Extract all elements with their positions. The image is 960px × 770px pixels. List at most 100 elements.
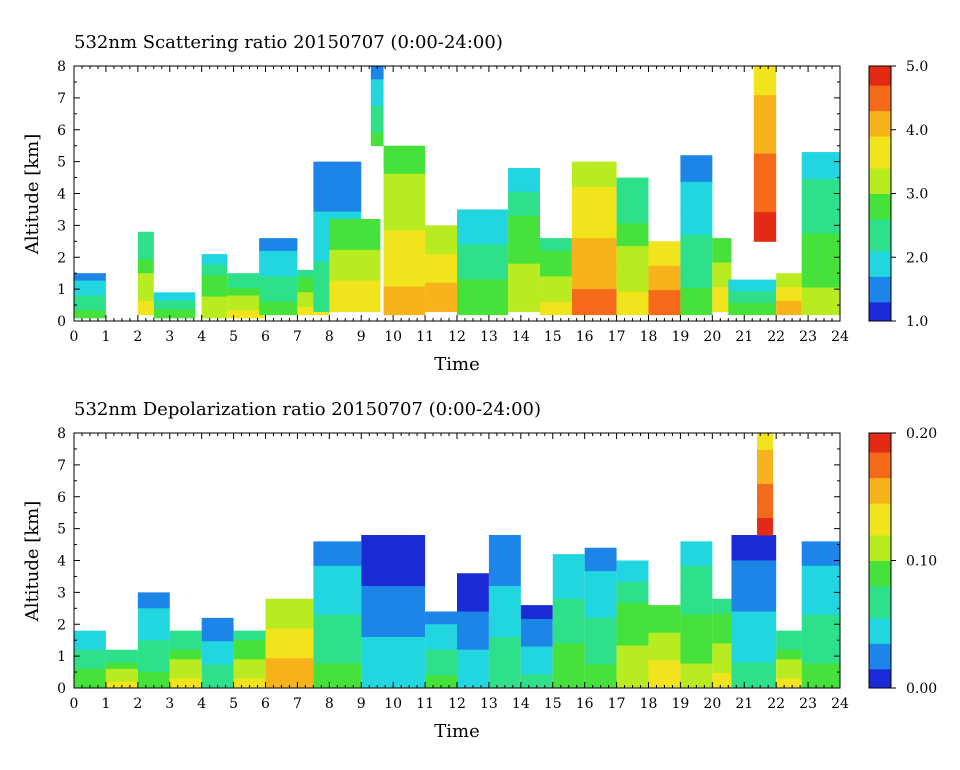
cloud-layer — [728, 279, 777, 316]
cloud-cell — [801, 565, 840, 591]
cloud-cell — [137, 231, 154, 247]
cloud-cell — [801, 287, 840, 316]
cloud-layer — [712, 598, 732, 689]
colorbar-cell — [869, 85, 891, 92]
cloud-cell — [552, 598, 585, 622]
cloud-cell — [753, 66, 777, 96]
cloud-cell — [137, 640, 170, 657]
cloud-cell — [539, 276, 572, 290]
cloud-cell — [370, 119, 384, 133]
colorbar-cell — [869, 681, 891, 689]
cloud-cell — [776, 640, 802, 651]
cloud-layer — [137, 592, 170, 689]
cloud-layer — [680, 541, 713, 689]
colorbar-cell — [869, 458, 891, 466]
y-axis-label: Altitude [km] — [22, 134, 43, 256]
colorbar-cell — [869, 225, 891, 233]
colorbar-cell — [869, 630, 891, 638]
cloud-cell — [74, 288, 106, 296]
colorbar: 1.0 2.0 3.0 4.0 5.0 — [868, 59, 928, 330]
colorbar-gradient — [869, 66, 891, 322]
cloud-cell — [74, 302, 106, 311]
cloud-cell — [571, 161, 617, 188]
cloud-cell — [488, 637, 521, 663]
heatmap-field — [74, 66, 840, 319]
cloud-cell — [539, 238, 572, 252]
cloud-cell — [712, 262, 732, 276]
x-tick-label: 5 — [229, 329, 238, 345]
x-tick-label: 2 — [133, 696, 142, 712]
cloud-cell — [648, 265, 681, 279]
cloud-cell — [313, 614, 362, 640]
cloud-layer — [571, 161, 617, 316]
x-tick-label: 12 — [448, 329, 466, 345]
cloud-cell — [457, 573, 489, 593]
cloud-cell — [712, 673, 732, 689]
cloud-cell — [584, 571, 617, 595]
x-tick-label: 21 — [735, 696, 753, 712]
y-tick-label: 6 — [57, 123, 66, 139]
cloud-cell — [74, 295, 106, 304]
x-tick-label: 13 — [480, 696, 498, 712]
cloud-cell — [616, 268, 649, 293]
cloud-cell — [712, 299, 732, 312]
cloud-layer — [201, 254, 228, 319]
cloud-layer — [74, 273, 106, 319]
cloud-cell — [265, 613, 314, 629]
colorbar-cell — [869, 547, 891, 555]
cloud-cell — [539, 263, 572, 277]
cloud-layer — [801, 541, 840, 689]
colorbar-cell — [869, 617, 891, 625]
cloud-layer — [259, 238, 298, 316]
cloud-cell — [153, 313, 196, 319]
colorbar-cell — [869, 471, 891, 479]
y-tick-label: 1 — [57, 649, 66, 665]
cloud-layer — [457, 209, 509, 316]
cloud-cell — [584, 547, 617, 572]
cloud-cell — [457, 297, 509, 316]
x-tick-label: 19 — [672, 329, 690, 345]
cloud-cell — [265, 598, 314, 615]
cloud-cell — [313, 663, 362, 689]
colorbar-gradient — [869, 433, 891, 689]
cloud-cell — [508, 287, 540, 312]
colorbar-cell — [869, 605, 891, 612]
colorbar-cell — [869, 66, 891, 73]
cloud-cell — [313, 590, 362, 616]
cloud-cell — [680, 639, 713, 665]
cloud-cell — [571, 187, 617, 214]
cloud-cell — [361, 611, 426, 638]
x-tick-label: 9 — [357, 329, 366, 345]
x-tick-label: 23 — [799, 329, 817, 345]
panel-depolarization-ratio: 532nm Depolarization ratio 20150707 (0:0… — [22, 399, 937, 742]
cloud-cell — [584, 664, 617, 689]
cloud-cell — [233, 630, 266, 641]
colorbar-cell — [869, 560, 891, 568]
cloud-layer — [227, 273, 266, 319]
colorbar-cell — [869, 257, 891, 265]
cloud-cell — [201, 307, 228, 319]
cloud-layer — [201, 617, 234, 689]
cloud-cell — [201, 254, 228, 266]
cloud-layer — [520, 605, 553, 689]
x-axis-ticks: 0 1 2 3 4 5 6 7 8 9 10 11 12 13 14 15 16 17 18 19 20 21 22 23 24 — [70, 66, 849, 345]
cloud-cell — [776, 659, 802, 670]
y-tick-label: 0 — [57, 681, 66, 697]
cloud-cell — [227, 288, 266, 296]
cloud-cell — [801, 260, 840, 289]
x-tick-label: 15 — [544, 329, 562, 345]
cloud-cell — [648, 290, 681, 303]
x-tick-label: 19 — [672, 696, 690, 712]
cloud-cell — [680, 541, 713, 567]
cloud-cell — [169, 649, 202, 660]
cloud-cell — [571, 289, 617, 316]
x-tick-label: 1 — [101, 329, 110, 345]
x-tick-label: 22 — [767, 329, 785, 345]
cloud-cell — [616, 624, 649, 646]
cloud-cell — [74, 668, 106, 679]
cloud-cell — [648, 605, 681, 620]
cloud-cell — [552, 576, 585, 600]
cloud-cell — [776, 273, 802, 281]
cloud-cell — [233, 649, 266, 660]
x-tick-label: 6 — [261, 696, 270, 712]
